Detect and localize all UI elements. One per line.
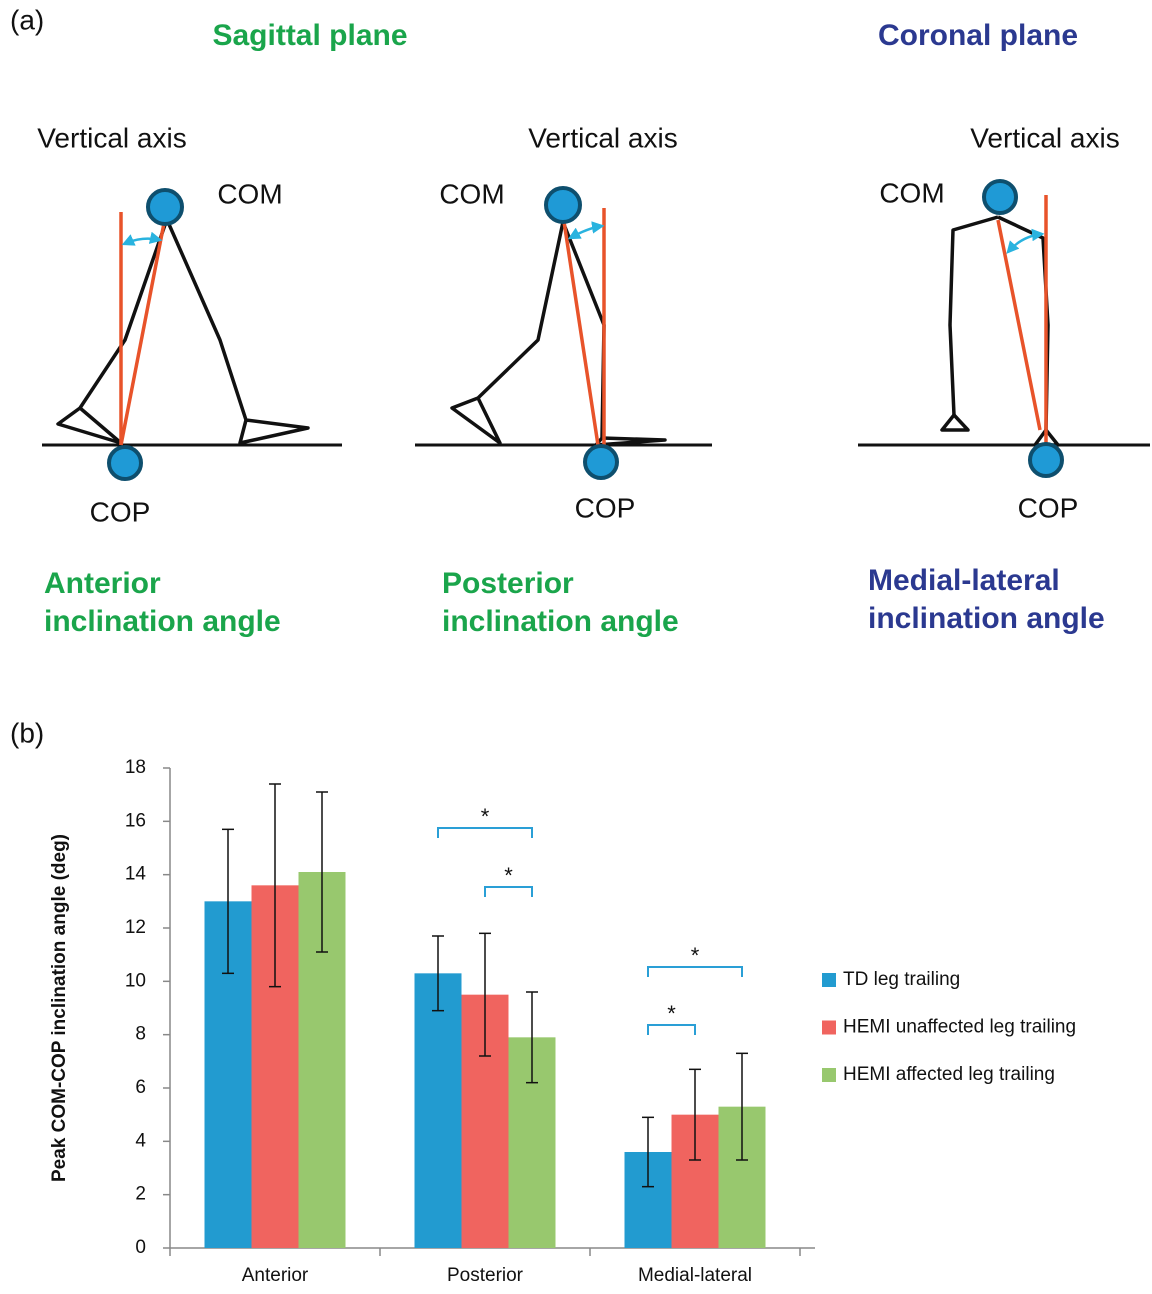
legend-label: TD leg trailing — [843, 969, 960, 990]
error-bar — [269, 783, 281, 988]
significance-label: * — [504, 863, 513, 888]
y-tick-label: 10 — [125, 970, 146, 991]
angle-label: Medial-lateral — [868, 564, 1060, 597]
significance-bracket — [484, 886, 533, 897]
significance-bracket — [647, 966, 743, 977]
y-tick-label: 2 — [135, 1184, 146, 1205]
angle-label: inclination angle — [442, 605, 679, 638]
significance-bracket — [647, 1024, 696, 1035]
com-label: COM — [879, 177, 944, 208]
angle-label: Posterior — [442, 567, 574, 600]
legend-label: HEMI affected leg trailing — [843, 1064, 1055, 1085]
error-bar — [526, 991, 538, 1084]
y-axis-title: Peak COM-COP inclination angle (deg) — [49, 834, 70, 1182]
cop-label: COP — [1018, 492, 1079, 523]
y-tick-label: 0 — [135, 1237, 146, 1258]
angle-label: inclination angle — [868, 602, 1105, 635]
y-tick-label: 12 — [125, 917, 146, 938]
significance-label: * — [691, 943, 700, 968]
error-bar — [479, 932, 491, 1057]
x-tick-label: Posterior — [447, 1265, 524, 1286]
y-tick-label: 16 — [125, 810, 146, 831]
legend-label: HEMI unaffected leg trailing — [843, 1017, 1076, 1038]
stick-figure — [415, 186, 712, 480]
heading: Coronal plane — [878, 19, 1078, 52]
heading: Sagittal plane — [212, 19, 407, 52]
bar — [414, 973, 462, 1248]
error-bar — [222, 828, 234, 975]
error-bar — [432, 935, 444, 1012]
panel-label: (a) — [10, 4, 44, 35]
error-bar — [642, 1116, 654, 1188]
error-bar — [736, 1052, 748, 1161]
error-bar — [689, 1068, 701, 1161]
stick-figure — [858, 179, 1150, 478]
stick-figure — [42, 188, 342, 481]
com-label: COM — [439, 178, 504, 209]
panel-label: (b) — [10, 717, 44, 748]
legend-swatch — [822, 1068, 836, 1082]
significance-label: * — [667, 1001, 676, 1026]
significance-label: * — [481, 804, 490, 829]
y-tick-label: 8 — [135, 1024, 146, 1045]
angle-label: inclination angle — [44, 605, 281, 638]
y-tick-label: 18 — [125, 757, 146, 778]
angle-label: Anterior — [44, 567, 161, 600]
x-tick-label: Anterior — [242, 1265, 309, 1286]
axis-label: Vertical axis — [37, 122, 186, 153]
cop-label: COP — [90, 496, 151, 527]
com-label: COM — [217, 178, 282, 209]
legend-swatch — [822, 973, 836, 987]
axis-label: Vertical axis — [528, 122, 677, 153]
y-tick-label: 14 — [125, 864, 147, 885]
axis-label: Vertical axis — [970, 122, 1119, 153]
error-bar — [316, 791, 328, 953]
y-tick-label: 6 — [135, 1077, 146, 1098]
y-tick-label: 4 — [135, 1130, 146, 1151]
cop-label: COP — [575, 492, 636, 523]
legend-swatch — [822, 1020, 836, 1035]
significance-bracket — [437, 827, 533, 838]
x-tick-label: Medial-lateral — [638, 1265, 752, 1286]
